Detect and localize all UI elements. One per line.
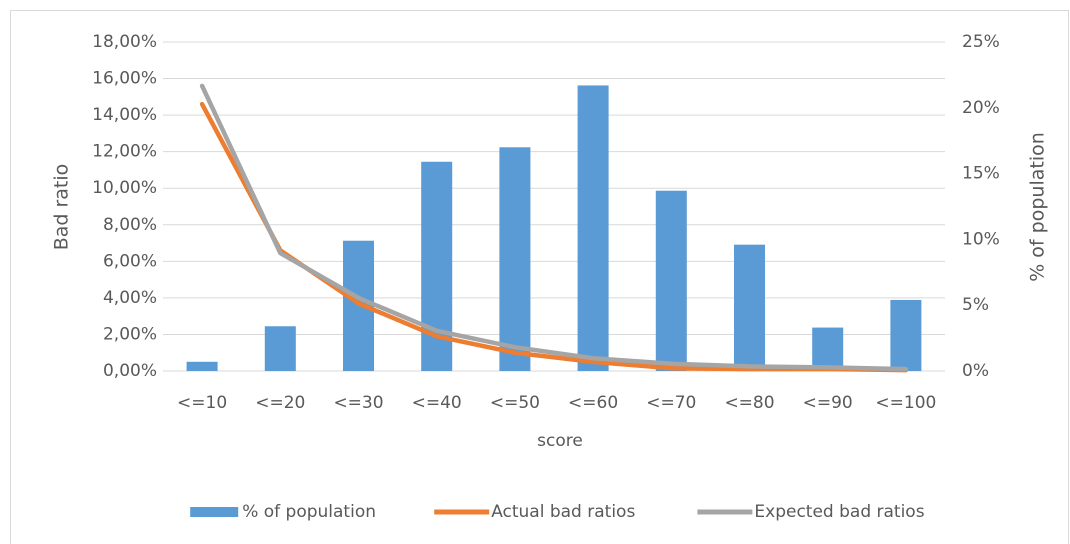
y-tick-label: 0,00%	[103, 361, 157, 381]
y-tick-label: 4,00%	[103, 288, 157, 308]
x-tick-label: <=40	[412, 393, 462, 413]
bar	[655, 190, 687, 371]
y-axis-title: Bad ratio	[51, 164, 73, 251]
bar	[499, 147, 531, 371]
x-tick-label: <=30	[333, 393, 383, 413]
y2-tick-label: 15%	[962, 164, 1000, 184]
line	[199, 101, 909, 373]
legend-label: Expected bad ratios	[754, 502, 924, 522]
bar	[890, 299, 922, 371]
x-tick-label: <=70	[646, 393, 696, 413]
x-tick-label: <=80	[724, 393, 774, 413]
y-tick-label: 8,00%	[103, 215, 157, 235]
x-tick-label: <=20	[255, 393, 305, 413]
y2-axis-title: % of population	[1027, 132, 1049, 282]
y-tick-label: 14,00%	[92, 105, 157, 125]
y-tick-label: 18,00%	[92, 32, 157, 52]
y2-tick-label: 10%	[962, 229, 1000, 249]
y-tick-label: 6,00%	[103, 251, 157, 271]
bar	[577, 85, 609, 371]
line	[199, 83, 909, 372]
x-axis-title: score	[537, 431, 583, 451]
y-tick-label: 16,00%	[92, 69, 157, 89]
y2-tick-label: 20%	[962, 98, 1000, 118]
x-tick-label: <=60	[568, 393, 618, 413]
x-tick-label: <=90	[803, 393, 853, 413]
bar	[264, 326, 296, 371]
x-tick-label: <=10	[177, 393, 227, 413]
y-tick-label: 2,00%	[103, 324, 157, 344]
legend-swatch	[190, 507, 239, 517]
legend-label: % of population	[242, 502, 376, 522]
x-tick-label: <=50	[490, 393, 540, 413]
x-tick-label: <=100	[875, 393, 936, 413]
chart-border	[10, 10, 1069, 544]
y2-tick-label: 25%	[962, 32, 1000, 52]
y2-tick-label: 5%	[962, 295, 989, 315]
bar	[734, 244, 765, 371]
legend-label: Actual bad ratios	[491, 502, 635, 522]
y-tick-label: 10,00%	[92, 178, 157, 198]
y2-tick-label: 0%	[962, 361, 989, 381]
bar	[812, 327, 844, 371]
bar	[186, 361, 218, 371]
y-tick-label: 12,00%	[92, 142, 157, 162]
